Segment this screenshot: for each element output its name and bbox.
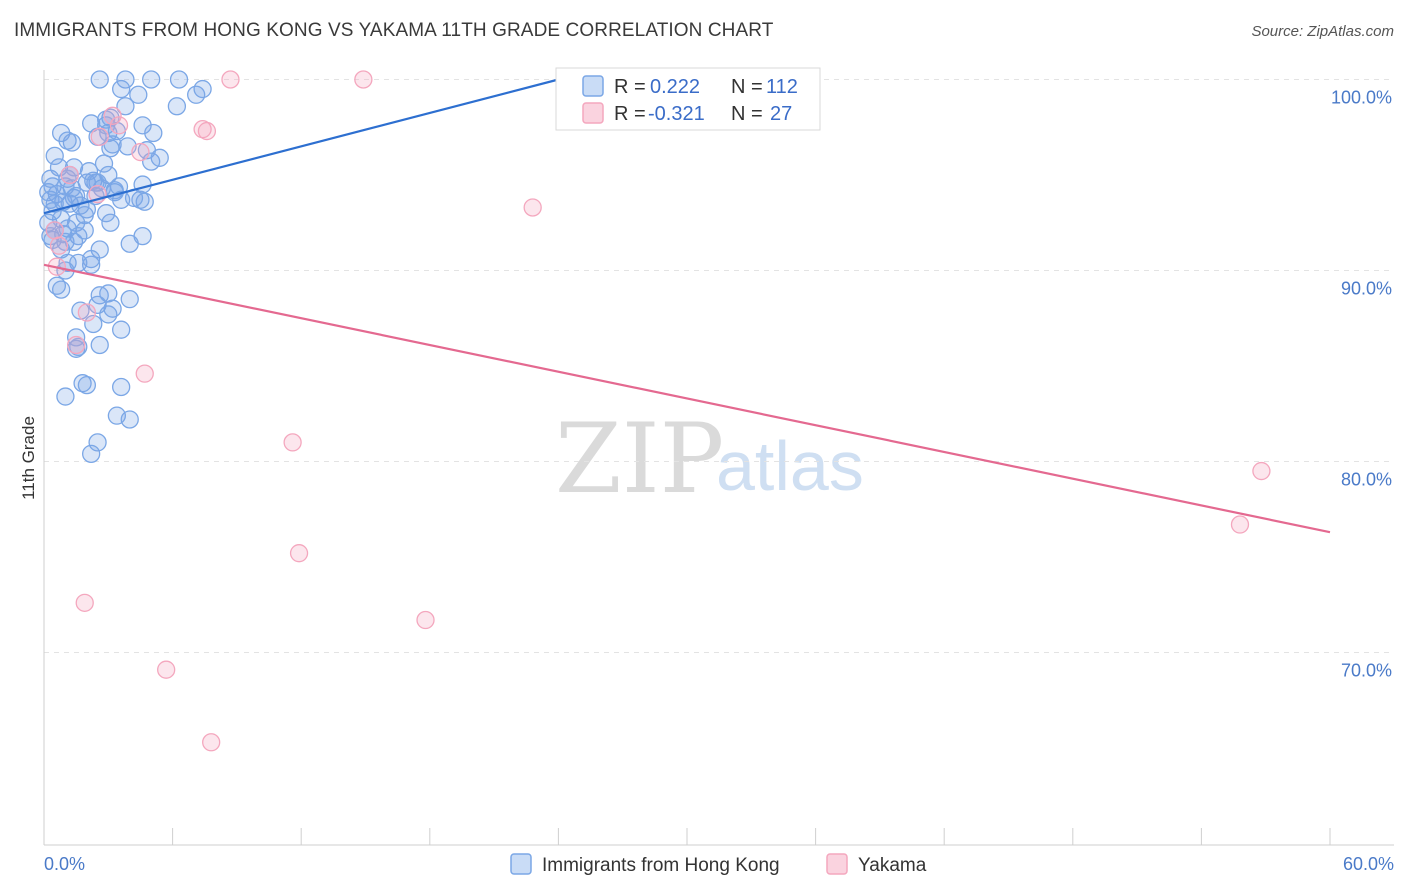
point-hongkong: [45, 146, 64, 166]
point-hongkong: [99, 305, 118, 324]
stats-swatch-yakama: [582, 102, 604, 124]
point-yakama: [45, 221, 64, 240]
point-hongkong: [82, 444, 101, 464]
gridlines: [44, 79, 1394, 653]
stats-box: R = 0.222 N = 112 R = -0.321 N = 27: [555, 67, 821, 131]
point-hongkong: [90, 335, 109, 355]
point-hongkong: [79, 162, 99, 181]
point-hongkong: [120, 234, 139, 253]
point-hongkong: [112, 79, 131, 99]
point-yakama: [197, 121, 217, 141]
point-yakama: [416, 610, 435, 630]
point-yakama: [103, 106, 122, 125]
point-hongkong: [62, 133, 82, 152]
point-hongkong: [187, 85, 206, 104]
point-yakama: [202, 733, 221, 752]
point-hongkong: [169, 70, 189, 89]
point-hongkong: [67, 186, 86, 206]
point-yakama: [60, 165, 79, 185]
point-yakama: [77, 303, 97, 322]
point-hongkong: [142, 70, 161, 89]
point-hongkong: [101, 213, 120, 232]
point-hongkong: [112, 377, 131, 397]
x-tick-labels: 0.0% 60.0%: [44, 854, 1394, 874]
stats-r-label-hongkong: R =: [614, 76, 646, 98]
point-hongkong: [56, 387, 75, 406]
stats-n-value-hongkong: 112: [766, 76, 798, 98]
watermark-zip: ZIP: [555, 403, 724, 515]
point-yakama: [283, 433, 302, 452]
x-tick-label: 60.0%: [1343, 854, 1394, 874]
stats-n-label-yakama: N =: [731, 103, 763, 125]
point-yakama: [90, 127, 109, 146]
point-yakama: [49, 236, 69, 255]
y-tick-label: 90.0%: [1341, 279, 1392, 299]
point-hongkong: [167, 97, 187, 116]
point-hongkong: [97, 204, 116, 223]
legend: Immigrants from Hong Kong Yakama: [510, 853, 927, 876]
watermark: ZIP atlas: [555, 403, 864, 515]
point-hongkong: [77, 375, 97, 395]
point-yakama: [75, 593, 94, 612]
point-hongkong: [84, 314, 103, 334]
stats-r-value-hongkong: 0.222: [650, 76, 700, 98]
point-hongkong: [86, 173, 105, 192]
trend-line-yakama: [43, 263, 1331, 534]
point-yakama: [131, 142, 150, 162]
stats-n-label-hongkong: N =: [731, 76, 763, 98]
stats-n-value-yakama: 27: [770, 103, 792, 125]
stats-swatch-hongkong: [582, 75, 604, 97]
legend-swatch-yakama: [826, 853, 848, 875]
point-hongkong: [120, 410, 139, 429]
point-yakama: [1230, 515, 1250, 534]
point-hongkong: [116, 97, 135, 116]
point-hongkong: [112, 320, 131, 339]
y-tick-label: 100.0%: [1331, 88, 1392, 108]
point-yakama: [109, 116, 129, 135]
point-yakama: [67, 335, 86, 355]
point-hongkong: [90, 70, 109, 89]
point-yakama: [354, 70, 373, 89]
point-hongkong: [129, 85, 148, 104]
y-axis-label: 11th Grade: [19, 416, 38, 500]
legend-label-hongkong: Immigrants from Hong Kong: [542, 855, 780, 876]
point-hongkong: [82, 255, 101, 274]
point-hongkong: [144, 123, 163, 143]
stats-r-value-yakama: -0.321: [648, 103, 705, 125]
x-tick-label: 0.0%: [44, 854, 85, 874]
chart-title: IMMIGRANTS FROM HONG KONG VS YAKAMA 11TH…: [14, 20, 774, 41]
point-hongkong: [94, 154, 114, 173]
point-hongkong: [88, 433, 107, 452]
point-yakama: [221, 70, 240, 89]
trend-line-hongkong: [43, 78, 559, 215]
point-yakama: [1252, 461, 1271, 481]
y-tick-label: 80.0%: [1341, 470, 1392, 490]
point-yakama: [289, 544, 309, 563]
y-tick-labels: 100.0% 90.0% 80.0% 70.0%: [1331, 88, 1392, 681]
trend-lines: [43, 78, 1331, 534]
watermark-atlas: atlas: [716, 427, 864, 505]
x-ticks: [172, 828, 1331, 845]
stats-r-label-yakama: R =: [614, 103, 646, 125]
point-hongkong: [51, 280, 71, 299]
legend-label-yakama: Yakama: [858, 855, 927, 876]
data-points: [39, 70, 1271, 752]
point-hongkong: [116, 70, 135, 89]
point-hongkong: [150, 148, 169, 167]
source-credit: Source: ZipAtlas.com: [1251, 23, 1394, 40]
y-tick-label: 70.0%: [1341, 661, 1392, 681]
point-yakama: [523, 198, 542, 217]
point-yakama: [157, 660, 176, 679]
point-hongkong: [71, 301, 90, 320]
point-yakama: [135, 364, 154, 383]
legend-swatch-hongkong: [510, 853, 532, 875]
point-hongkong: [120, 289, 139, 309]
